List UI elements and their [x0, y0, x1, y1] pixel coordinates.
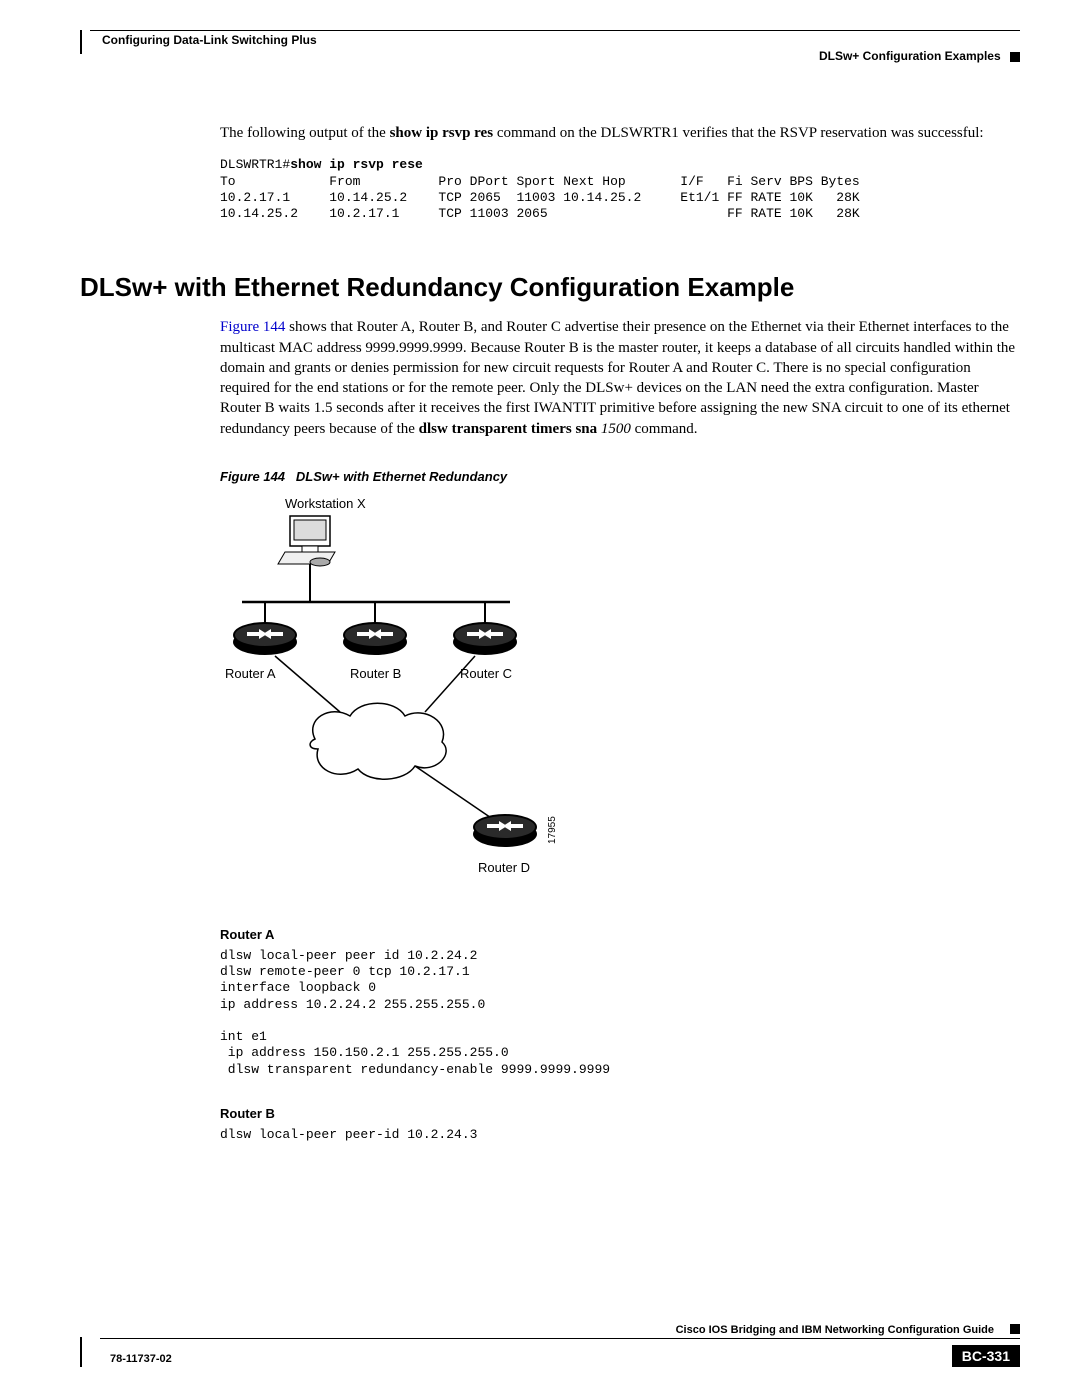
para-body2: command.: [631, 421, 698, 437]
router-a-icon: [233, 622, 297, 655]
figure-link[interactable]: Figure 144: [220, 319, 285, 335]
router-d-label: Router D: [478, 860, 530, 875]
router-b-label: Router B: [350, 666, 401, 681]
footer-guide-title: Cisco IOS Bridging and IBM Networking Co…: [676, 1324, 994, 1336]
terminal-header: To From Pro DPort Sport Next Hop I/F Fi …: [220, 174, 860, 189]
terminal-output: DLSWRTR1#show ip rsvp rese To From Pro D…: [220, 157, 1020, 222]
router-d-icon: [473, 814, 537, 847]
terminal-prompt: DLSWRTR1#: [220, 157, 290, 172]
figure-image-id: 17955: [547, 816, 558, 844]
section-heading: DLSw+ with Ethernet Redundancy Configura…: [80, 272, 1020, 303]
figure-caption-num: Figure 144: [220, 469, 285, 484]
router-c-icon: [453, 622, 517, 655]
chapter-title: Configuring Data-Link Switching Plus: [102, 33, 1020, 47]
page-header: Configuring Data-Link Switching Plus DLS…: [80, 30, 1020, 63]
intro-cmd: show ip rsvp res: [390, 125, 494, 141]
footer-marker-icon: [1010, 1324, 1020, 1334]
router-a-label: Router A: [225, 666, 276, 681]
page-number: BC-331: [952, 1345, 1020, 1367]
router-b-icon: [343, 622, 407, 655]
para-body1: shows that Router A, Router B, and Route…: [220, 319, 1015, 436]
header-vbar: [80, 30, 82, 54]
terminal-row2: 10.14.25.2 10.2.17.1 TCP 11003 2065 FF R…: [220, 206, 860, 221]
para-italic: 1500: [597, 421, 631, 437]
terminal-row1: 10.2.17.1 10.14.25.2 TCP 2065 11003 10.1…: [220, 190, 860, 205]
workstation-icon: [278, 516, 335, 566]
workstation-label: Workstation X: [285, 496, 366, 511]
header-marker-icon: [1010, 52, 1020, 62]
intro-pre: The following output of the: [220, 125, 390, 141]
router-a-config: dlsw local-peer peer id 10.2.24.2 dlsw r…: [220, 948, 1020, 1078]
terminal-command: show ip rsvp rese: [290, 157, 423, 172]
para-cmd: dlsw transparent timers sna: [419, 421, 597, 437]
figure-caption: Figure 144 DLSw+ with Ethernet Redundanc…: [220, 469, 1020, 484]
router-b-config: dlsw local-peer peer-id 10.2.24.3: [220, 1127, 1020, 1143]
router-c-label: Router C: [460, 666, 512, 681]
router-a-heading: Router A: [220, 927, 1020, 942]
figure-caption-title: DLSw+ with Ethernet Redundancy: [296, 469, 507, 484]
cloud-icon: [310, 703, 446, 779]
router-b-heading: Router B: [220, 1106, 1020, 1121]
header-section: DLSw+ Configuration Examples: [819, 49, 1001, 63]
network-diagram: Workstation X: [220, 494, 1020, 899]
footer-docnum: 78-11737-02: [110, 1353, 172, 1365]
page-footer: Cisco IOS Bridging and IBM Networking Co…: [80, 1320, 1020, 1367]
intro-paragraph: The following output of the show ip rsvp…: [220, 123, 1020, 143]
intro-post: command on the DLSWRTR1 verifies that th…: [493, 125, 984, 141]
section-paragraph: Figure 144 shows that Router A, Router B…: [220, 317, 1020, 439]
